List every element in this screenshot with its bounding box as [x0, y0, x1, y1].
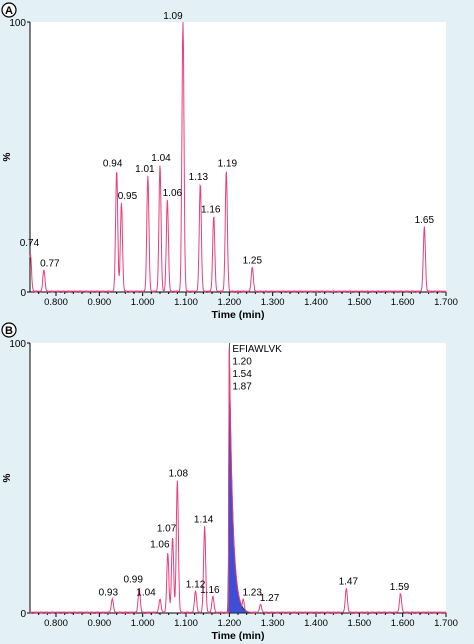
- panel-badge: [1, 2, 17, 18]
- peak-label: 0.95: [118, 191, 138, 202]
- chromatogram-trace: [29, 21, 447, 294]
- peak-label: 1.06: [150, 540, 170, 551]
- x-tick-label: 0.900: [87, 618, 111, 629]
- peak-label: 1.13: [189, 172, 209, 183]
- y-tick-label: 100: [9, 339, 26, 350]
- x-tick-label: 1.700: [434, 297, 458, 308]
- peak-label: 1.14: [194, 515, 214, 526]
- peak-label: 1.04: [151, 153, 171, 164]
- x-tick-label: 0.900: [87, 297, 111, 308]
- peak-label: 1.27: [260, 593, 280, 604]
- x-tick-label: 0.800: [44, 297, 68, 308]
- x-tick-label: 1.600: [391, 297, 415, 308]
- plot-area: [30, 343, 446, 613]
- x-tick-label: 1.200: [217, 618, 241, 629]
- peak-label: 1.08: [169, 469, 189, 480]
- y-tick-label: 100: [9, 18, 26, 29]
- x-tick-label: 1.000: [131, 618, 155, 629]
- x-tick-label: 1.300: [261, 618, 285, 629]
- highlight-peak-label: 1.54: [232, 369, 252, 380]
- peak-label: 1.59: [390, 582, 410, 593]
- x-axis-label: Time (min): [212, 630, 265, 642]
- y-axis-label: %: [2, 152, 13, 161]
- peak-label: 1.06: [163, 188, 183, 199]
- panel-badge: [1, 322, 17, 338]
- peak-label: 1.65: [415, 215, 435, 226]
- peak-label: 1.16: [201, 204, 221, 215]
- peak-label: 1.01: [135, 164, 155, 175]
- peak-label: 1.07: [157, 523, 177, 534]
- x-tick-label: 0.800: [44, 618, 68, 629]
- x-tick-label: 1.100: [174, 618, 198, 629]
- x-tick-label: 1.600: [391, 618, 415, 629]
- x-tick-label: 1.300: [261, 297, 285, 308]
- peak-label: 1.04: [136, 588, 156, 599]
- x-tick-label: 1.200: [217, 297, 241, 308]
- peak-label: 1.16: [200, 585, 220, 596]
- x-tick-label: 1.400: [304, 297, 328, 308]
- plot-area: [30, 22, 446, 292]
- x-tick-label: 1.400: [304, 618, 328, 629]
- x-tick-label: 1.500: [347, 297, 371, 308]
- x-tick-label: 1.500: [347, 618, 371, 629]
- panel-letter: B: [5, 325, 13, 337]
- peak-label: 1.19: [218, 159, 238, 170]
- x-axis-label: Time (min): [212, 309, 265, 321]
- peak-label: 1.47: [339, 577, 359, 588]
- y-axis-label: %: [2, 473, 13, 482]
- peak-label: 1.23: [242, 588, 262, 599]
- peak-label: 1.12: [186, 579, 206, 590]
- peak-label: 0.99: [123, 575, 143, 586]
- highlight-peak-label: EFIAWLVK: [232, 344, 282, 355]
- peak-label: 0.94: [103, 159, 123, 170]
- panel-B: B 0 100% 0.800 0.900 1.000 1.100 1.200 1.300 1.40…: [1, 322, 458, 642]
- chromatogram-trace: [29, 348, 447, 615]
- peak-label: 0.77: [40, 258, 60, 269]
- peak-label: 1.25: [243, 256, 263, 267]
- highlight-peak-label: 1.87: [232, 382, 252, 393]
- panel-letter: A: [5, 5, 13, 17]
- x-tick-label: 1.000: [131, 297, 155, 308]
- peak-label: 0.93: [99, 588, 119, 599]
- panel-A: A 0 100% 0.800 0.900 1.000 1.100 1.200 1.300 1.40…: [1, 2, 458, 321]
- peak-label: 1.09: [163, 11, 183, 22]
- peak-label: 0.74: [20, 238, 40, 249]
- highlight-peak-label: 1.20: [232, 357, 252, 368]
- y-tick-label: 0: [20, 609, 26, 620]
- y-tick-label: 0: [20, 288, 26, 299]
- x-tick-label: 1.100: [174, 297, 198, 308]
- x-tick-label: 1.700: [434, 618, 458, 629]
